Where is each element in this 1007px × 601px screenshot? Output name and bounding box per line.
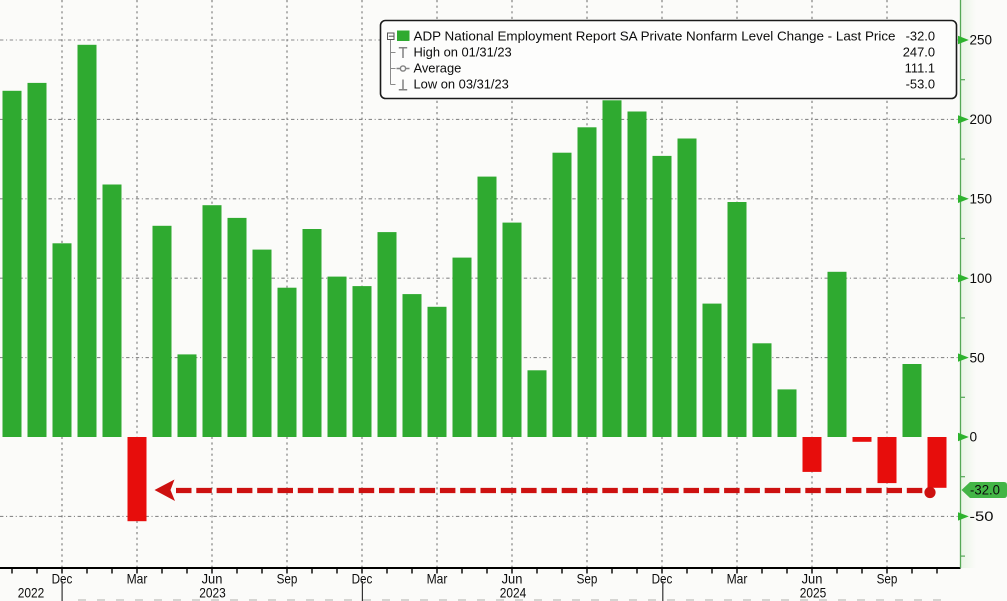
svg-text:-32.0: -32.0 (906, 29, 935, 44)
svg-text:0: 0 (970, 429, 978, 445)
svg-text:2023: 2023 (199, 586, 226, 601)
svg-text:100: 100 (970, 270, 993, 286)
svg-text:Jun: Jun (802, 572, 823, 587)
svg-text:Dec: Dec (652, 572, 673, 587)
svg-text:Mar: Mar (127, 572, 148, 587)
svg-text:50: 50 (970, 349, 985, 365)
svg-text:Jun: Jun (502, 572, 523, 587)
svg-text:2022: 2022 (18, 586, 45, 601)
svg-text:Average: Average (414, 61, 462, 76)
svg-text:200: 200 (970, 111, 993, 127)
svg-text:Mar: Mar (727, 572, 748, 587)
svg-text:250: 250 (970, 32, 993, 48)
svg-text:ADP National Employment Report: ADP National Employment Report SA Privat… (414, 29, 896, 44)
svg-text:150: 150 (970, 191, 993, 207)
svg-text:Sep: Sep (877, 572, 898, 587)
svg-text:Jun: Jun (202, 572, 223, 587)
svg-text:-50: -50 (970, 508, 994, 524)
svg-text:Sep: Sep (277, 572, 298, 587)
svg-text:High on 01/31/23: High on 01/31/23 (414, 45, 512, 60)
svg-text:Sep: Sep (577, 572, 598, 587)
svg-text:-32.0: -32.0 (970, 483, 1000, 498)
svg-text:Low on 03/31/23: Low on 03/31/23 (414, 77, 509, 92)
svg-text:2025: 2025 (800, 586, 827, 601)
svg-text:-53.0: -53.0 (906, 77, 935, 92)
svg-text:Dec: Dec (352, 572, 373, 587)
svg-text:2024: 2024 (500, 586, 527, 601)
svg-text:Mar: Mar (427, 572, 448, 587)
svg-text:111.1: 111.1 (905, 61, 935, 76)
svg-text:247.0: 247.0 (903, 45, 935, 60)
svg-text:Dec: Dec (52, 572, 73, 587)
